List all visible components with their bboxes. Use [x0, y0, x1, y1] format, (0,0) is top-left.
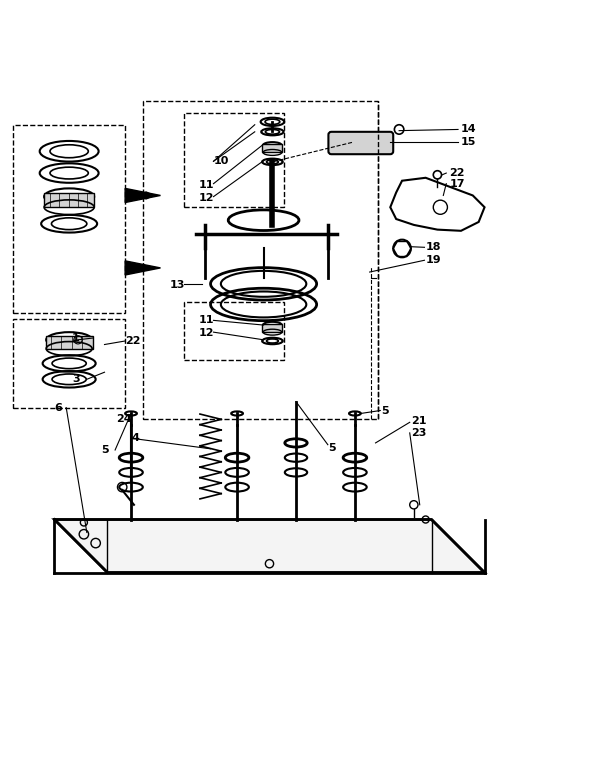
Bar — [184, 302, 284, 360]
Text: 21: 21 — [411, 416, 426, 426]
Text: 6: 6 — [54, 402, 62, 412]
Text: 22: 22 — [125, 336, 141, 346]
Text: 5: 5 — [381, 406, 389, 415]
Text: 24: 24 — [116, 415, 132, 425]
Text: 13: 13 — [169, 280, 185, 290]
FancyBboxPatch shape — [329, 132, 393, 154]
Text: 15: 15 — [461, 137, 477, 147]
Polygon shape — [125, 188, 160, 203]
Text: 22: 22 — [449, 168, 465, 178]
Text: 11: 11 — [199, 180, 214, 190]
Polygon shape — [54, 519, 484, 573]
Text: 14: 14 — [461, 124, 477, 134]
Text: 10: 10 — [214, 156, 229, 167]
Text: 5: 5 — [102, 445, 109, 455]
Text: 1: 1 — [72, 333, 80, 343]
Text: 4: 4 — [131, 433, 139, 443]
Text: 17: 17 — [449, 179, 465, 189]
Polygon shape — [125, 261, 160, 275]
Text: 23: 23 — [411, 428, 426, 438]
Text: 5: 5 — [329, 442, 336, 452]
Bar — [44, 193, 95, 207]
Text: 3: 3 — [72, 374, 80, 384]
Bar — [262, 324, 282, 332]
Bar — [143, 101, 378, 419]
Bar — [262, 144, 282, 152]
Text: 12: 12 — [199, 193, 214, 203]
Bar — [13, 319, 125, 408]
Bar — [46, 336, 93, 349]
Bar — [184, 113, 284, 207]
Text: 11: 11 — [199, 316, 214, 326]
Bar — [13, 124, 125, 313]
Text: 19: 19 — [426, 255, 441, 265]
Text: 12: 12 — [199, 329, 214, 339]
Text: 18: 18 — [426, 242, 441, 253]
